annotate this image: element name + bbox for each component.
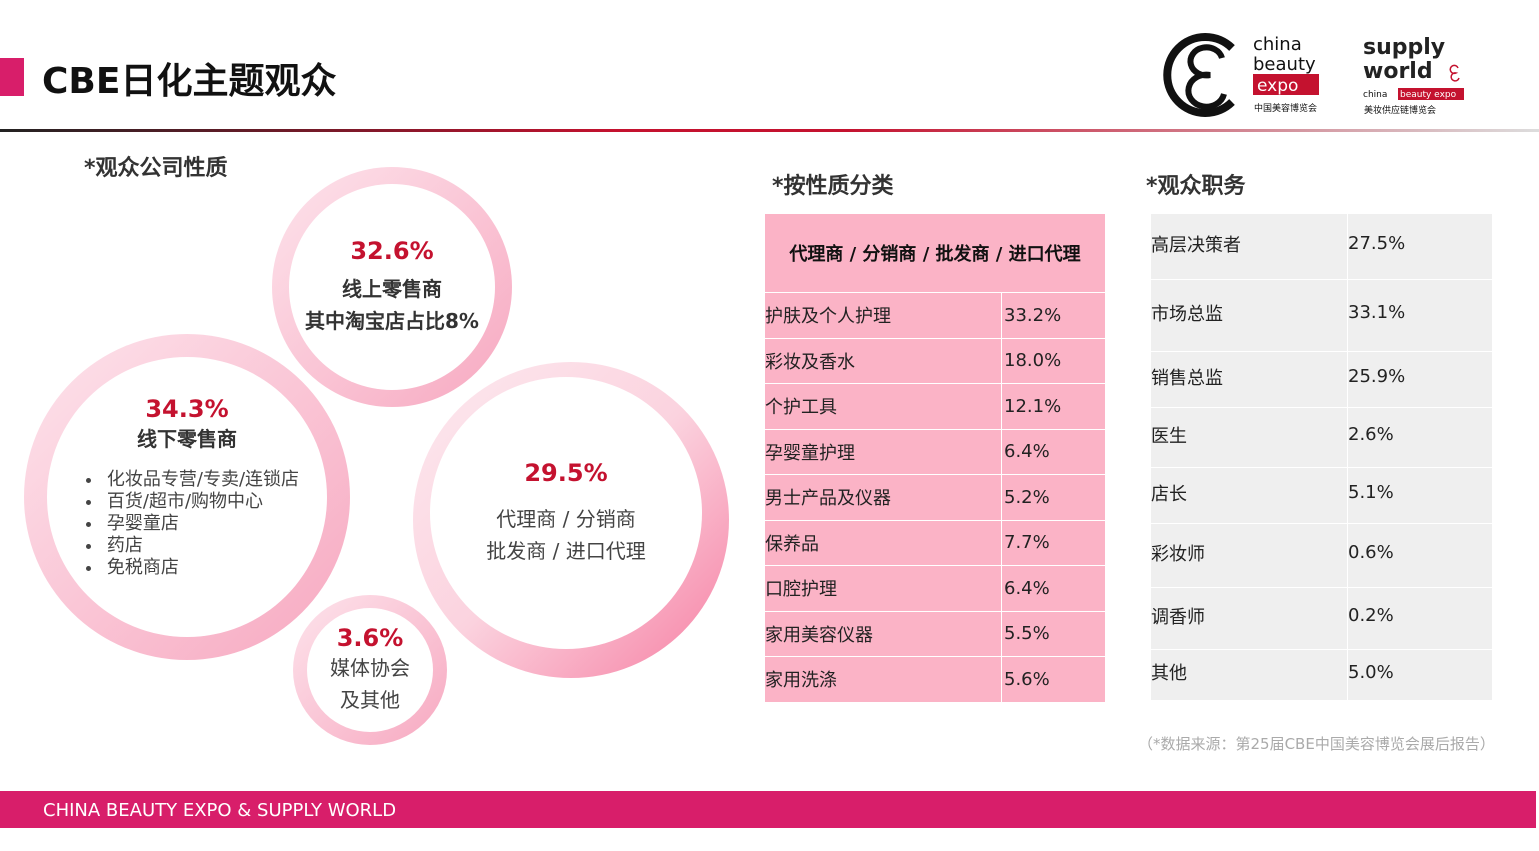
table-row: 口腔护理 6.4% — [764, 565, 1106, 612]
label-cell: 保养品 — [764, 519, 1002, 566]
agent-pct: 29.5% — [524, 459, 608, 487]
table-row: 孕婴童护理 6.4% — [764, 428, 1106, 475]
label-cell: 其他 — [1150, 649, 1348, 701]
value-cell: 7.7% — [1001, 519, 1106, 566]
agent-label-2: 批发商 / 进口代理 — [486, 539, 646, 563]
category-table: 代理商 / 分销商 / 批发商 / 进口代理 护肤及个人护理 33.2% 彩妆及香水… — [764, 213, 1106, 703]
svg-text:中国美容博览会: 中国美容博览会 — [1254, 102, 1317, 114]
svg-text:美妆供应链博览会: 美妆供应链博览会 — [1364, 104, 1436, 116]
title-accent-bar — [0, 58, 24, 96]
label-cell: 护肤及个人护理 — [764, 292, 1002, 339]
header-divider — [0, 129, 1539, 132]
value-cell: 33.1% — [1347, 279, 1493, 352]
svg-text:beauty expo: beauty expo — [1400, 90, 1457, 100]
list-item: 孕婴童店 — [103, 513, 299, 535]
svg-text:china: china — [1253, 34, 1302, 55]
online-note: 其中淘宝店占比8% — [305, 309, 479, 333]
table-row: 医生 2.6% — [1150, 407, 1493, 468]
value-cell: 0.6% — [1347, 523, 1493, 588]
table-row: 销售总监 25.9% — [1150, 351, 1493, 408]
list-item: 化妆品专营/专卖/连锁店 — [103, 469, 299, 491]
svg-text:beauty: beauty — [1253, 54, 1316, 75]
label-cell: 彩妆及香水 — [764, 337, 1002, 384]
offline-pct: 34.3% — [145, 395, 229, 423]
value-cell: 5.6% — [1001, 656, 1106, 703]
page-title: CBE日化主题观众 — [42, 61, 337, 102]
svg-text:world: world — [1363, 59, 1433, 84]
agent-label-1: 代理商 / 分销商 — [496, 507, 636, 531]
value-cell: 18.0% — [1001, 337, 1106, 384]
list-item: 药店 — [103, 535, 299, 557]
table-row: 市场总监 33.1% — [1150, 279, 1493, 352]
online-label: 线上零售商 — [342, 277, 442, 301]
data-source-note: （*数据来源：第25届CBE中国美容博览会展后报告） — [1138, 735, 1495, 753]
value-cell: 5.0% — [1347, 649, 1493, 701]
value-cell: 27.5% — [1347, 213, 1493, 280]
svg-text:expo: expo — [1257, 76, 1298, 96]
value-cell: 33.2% — [1001, 292, 1106, 339]
table-row: 家用美容仪器 5.5% — [764, 610, 1106, 657]
circle-offline-retailer: 34.3% 线下零售商 化妆品专营/专卖/连锁店 百货/超市/购物中心 孕婴童店… — [24, 334, 350, 660]
table-row: 调香师 0.2% — [1150, 587, 1493, 650]
footer-bar: CHINA BEAUTY EXPO & SUPPLY WORLD — [0, 791, 1536, 828]
table-row: 彩妆师 0.6% — [1150, 523, 1493, 588]
media-label-1: 媒体协会 — [330, 656, 410, 680]
offline-label: 线下零售商 — [137, 427, 237, 451]
label-cell: 男士产品及仪器 — [764, 474, 1002, 521]
label-cell: 调香师 — [1150, 587, 1348, 650]
label-cell: 孕婴童护理 — [764, 428, 1002, 475]
value-cell: 6.4% — [1001, 565, 1106, 612]
label-cell: 口腔护理 — [764, 565, 1002, 612]
position-table: 高层决策者 27.5% 市场总监 33.1% 销售总监 25.9% 医生 2.6% 店长 5.1%… — [1150, 213, 1493, 701]
label-cell: 销售总监 — [1150, 351, 1348, 408]
label-cell: 医生 — [1150, 407, 1348, 468]
svg-text:china: china — [1363, 90, 1387, 100]
position-heading: *观众职务 — [1146, 174, 1246, 199]
value-cell: 12.1% — [1001, 383, 1106, 430]
online-pct: 32.6% — [350, 237, 434, 265]
label-cell: 市场总监 — [1150, 279, 1348, 352]
table-row: 护肤及个人护理 33.2% — [764, 292, 1106, 339]
table-row: 个护工具 12.1% — [764, 383, 1106, 430]
offline-list: 化妆品专营/专卖/连锁店 百货/超市/购物中心 孕婴童店 药店 免税商店 — [75, 469, 299, 579]
table-row: 家用洗涤 5.6% — [764, 656, 1106, 703]
table-row: 男士产品及仪器 5.2% — [764, 474, 1106, 521]
label-cell: 家用洗涤 — [764, 656, 1002, 703]
value-cell: 5.1% — [1347, 467, 1493, 524]
label-cell: 彩妆师 — [1150, 523, 1348, 588]
circle-online-retailer: 32.6% 线上零售商 其中淘宝店占比8% — [272, 167, 512, 407]
svg-text:supply: supply — [1363, 35, 1445, 60]
circle-agent-distributor: 29.5% 代理商 / 分销商 批发商 / 进口代理 — [413, 362, 729, 678]
value-cell: 0.2% — [1347, 587, 1493, 650]
label-cell: 个护工具 — [764, 383, 1002, 430]
table-row: 彩妆及香水 18.0% — [764, 337, 1106, 384]
category-heading: *按性质分类 — [772, 174, 894, 199]
category-table-header: 代理商 / 分销商 / 批发商 / 进口代理 — [764, 213, 1106, 293]
list-item: 百货/超市/购物中心 — [103, 491, 299, 513]
table-row: 店长 5.1% — [1150, 467, 1493, 524]
value-cell: 25.9% — [1347, 351, 1493, 408]
label-cell: 高层决策者 — [1150, 213, 1348, 280]
company-type-heading: *观众公司性质 — [84, 156, 228, 181]
value-cell: 6.4% — [1001, 428, 1106, 475]
table-row: 其他 5.0% — [1150, 649, 1493, 701]
table-row: 保养品 7.7% — [764, 519, 1106, 566]
label-cell: 店长 — [1150, 467, 1348, 524]
value-cell: 5.5% — [1001, 610, 1106, 657]
list-item: 免税商店 — [103, 557, 299, 579]
cbe-logo: china beauty expo 中国美容博览会 supply world c… — [1163, 33, 1464, 117]
table-row: 高层决策者 27.5% — [1150, 213, 1493, 280]
value-cell: 5.2% — [1001, 474, 1106, 521]
media-label-2: 及其他 — [340, 688, 400, 712]
circle-media: 3.6% 媒体协会 及其他 — [293, 595, 447, 745]
label-cell: 家用美容仪器 — [764, 610, 1002, 657]
media-pct: 3.6% — [336, 624, 404, 652]
value-cell: 2.6% — [1347, 407, 1493, 468]
